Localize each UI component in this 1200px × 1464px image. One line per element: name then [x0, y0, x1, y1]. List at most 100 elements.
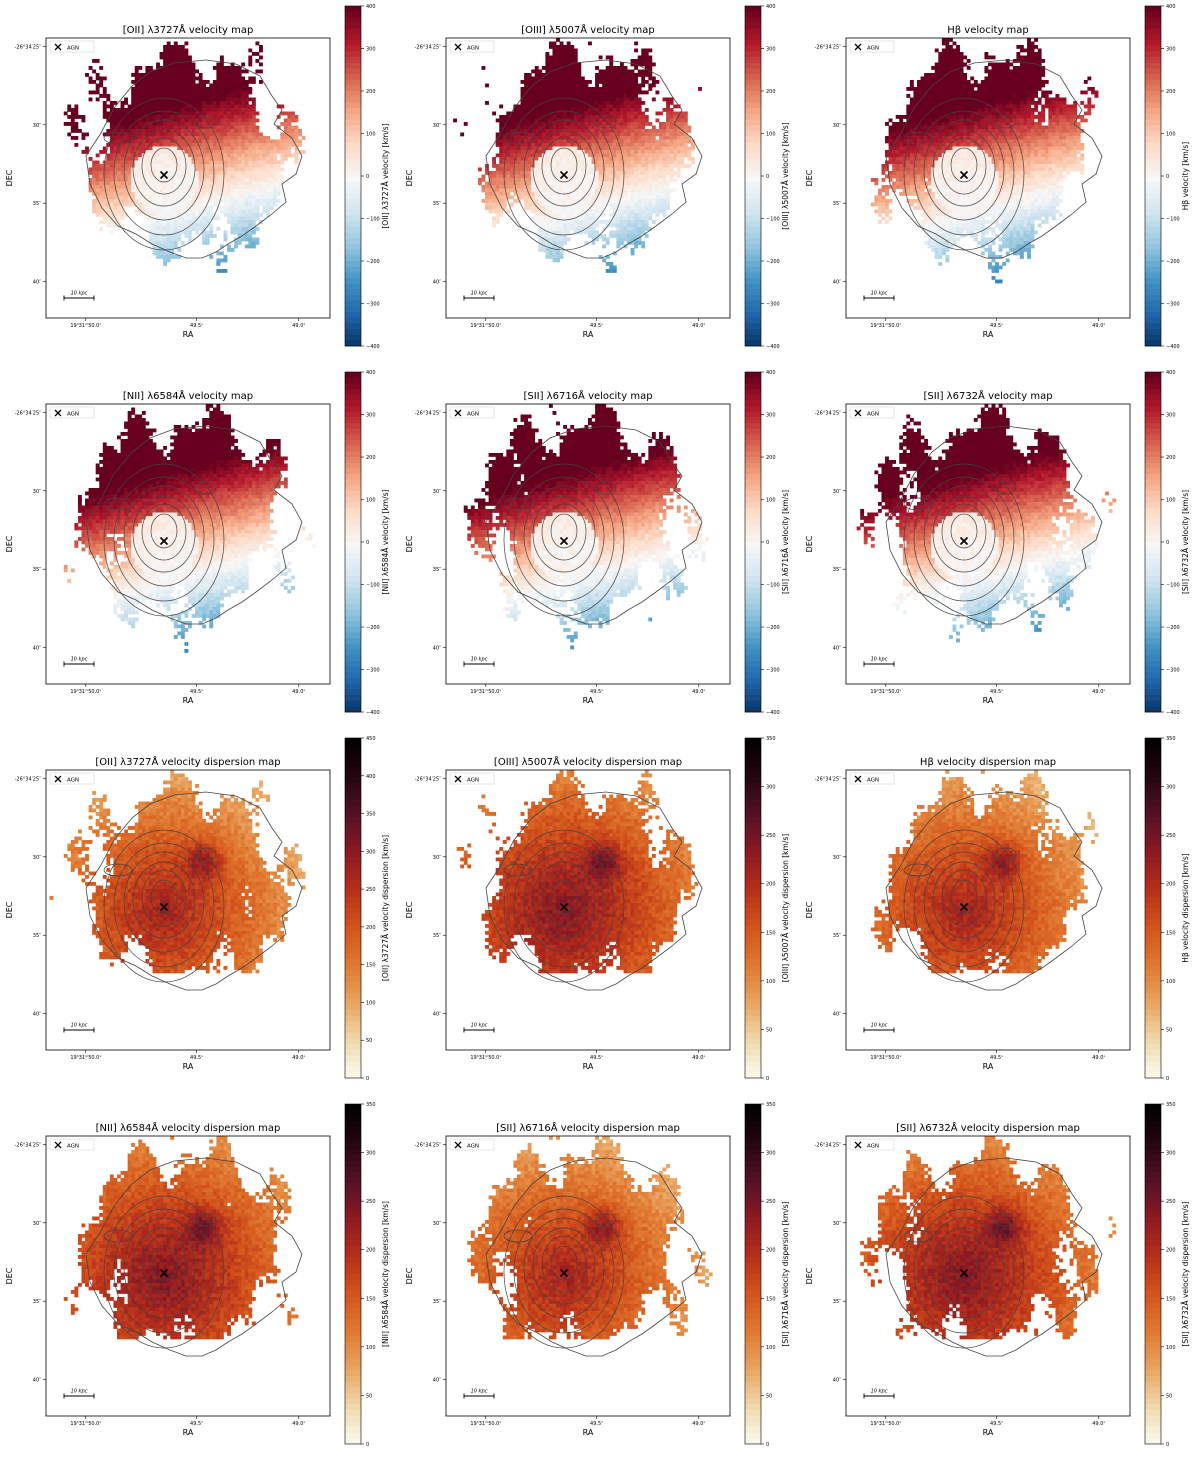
map-pixel: [237, 223, 242, 228]
map-pixel: [109, 223, 114, 228]
map-pixel: [148, 132, 153, 137]
map-pixel: [485, 101, 489, 105]
map-pixel: [641, 136, 646, 140]
map-pixel: [651, 171, 656, 175]
map-pixel: [166, 73, 171, 77]
map-pixel: [74, 122, 79, 126]
map-pixel: [598, 73, 603, 77]
map-pixel: [612, 223, 617, 228]
map-pixel: [120, 118, 125, 123]
map-pixel: [577, 118, 582, 123]
map-pixel: [266, 209, 270, 214]
map-pixel: [294, 150, 299, 154]
map-pixel: [223, 143, 228, 147]
map-pixel: [255, 125, 260, 130]
map-pixel: [184, 132, 189, 137]
map-pixel: [219, 66, 224, 70]
map-pixel: [266, 146, 270, 151]
map-pixel: [145, 97, 150, 102]
map-pixel: [198, 87, 203, 91]
chart-title: [OIII] λ5007Å velocity map: [521, 23, 655, 36]
map-pixel: [156, 157, 160, 161]
map-pixel: [234, 76, 239, 81]
map-pixel: [623, 153, 628, 158]
map-pixel: [251, 160, 256, 165]
map-pixel: [662, 132, 667, 137]
map-pixel: [205, 143, 210, 147]
map-pixel: [513, 146, 518, 151]
map-pixel: [184, 115, 189, 119]
map-pixel: [287, 150, 292, 154]
map-pixel: [644, 73, 649, 77]
map-pixel: [195, 223, 199, 228]
map-pixel: [598, 132, 603, 137]
map-pixel: [683, 111, 688, 116]
map-pixel: [131, 153, 136, 158]
map-pixel: [630, 129, 635, 133]
map-pixel: [198, 132, 203, 137]
map-pixel: [556, 38, 560, 42]
map-pixel: [212, 178, 217, 182]
map-pixel: [191, 213, 196, 217]
map-pixel: [205, 118, 210, 123]
map-pixel: [230, 185, 235, 189]
map-pixel: [619, 167, 624, 172]
map-pixel: [163, 258, 168, 263]
map-pixel: [212, 122, 217, 126]
map-pixel: [545, 157, 550, 161]
map-pixel: [634, 199, 639, 203]
map-pixel: [573, 192, 578, 196]
map-pixel: [612, 234, 617, 238]
map-pixel: [202, 108, 207, 112]
map-pixel: [648, 164, 653, 168]
map-pixel: [184, 122, 189, 126]
map-pixel: [148, 157, 153, 161]
map-pixel: [259, 178, 263, 182]
map-pixel: [641, 80, 646, 84]
map-pixel: [630, 167, 635, 172]
map-pixel: [106, 132, 111, 137]
map-pixel: [662, 129, 667, 133]
map-pixel: [556, 202, 560, 207]
map-pixel: [170, 248, 175, 252]
map-pixel: [184, 87, 189, 91]
map-pixel: [659, 111, 663, 116]
map-pixel: [156, 111, 160, 116]
map-pixel: [148, 206, 153, 210]
map-pixel: [580, 230, 585, 235]
map-pixel: [690, 160, 695, 165]
map-pixel: [509, 185, 514, 189]
map-pixel: [163, 59, 168, 63]
map-pixel: [177, 108, 182, 112]
colorbar-segment: [745, 34, 761, 41]
map-pixel: [698, 87, 702, 91]
map-pixel: [651, 206, 656, 210]
map-pixel: [234, 132, 239, 137]
map-pixel: [124, 199, 128, 203]
map-pixel: [527, 192, 532, 196]
map-pixel: [134, 160, 139, 165]
axes-frame: [45, 37, 331, 319]
map-pixel: [637, 55, 642, 60]
map-pixel: [548, 90, 553, 95]
map-pixel: [538, 146, 543, 151]
map-pixel: [113, 139, 118, 144]
map-pixel: [244, 101, 249, 105]
map-pixel: [499, 104, 504, 109]
map-pixel: [180, 76, 185, 81]
map-pixel: [492, 164, 497, 168]
map-pixel: [209, 178, 214, 182]
map-pixel: [234, 129, 239, 133]
map-pixel: [95, 199, 100, 203]
map-pixel: [170, 87, 175, 91]
map-pixel: [180, 73, 185, 77]
map-pixel: [627, 181, 631, 186]
map-pixel: [676, 164, 681, 168]
map-pixel: [595, 115, 599, 119]
map-pixel: [248, 132, 253, 137]
map-pixel: [637, 108, 642, 112]
map-pixel: [117, 174, 121, 179]
map-pixel: [651, 181, 656, 186]
map-pixel: [513, 111, 518, 116]
map-pixel: [602, 178, 607, 182]
